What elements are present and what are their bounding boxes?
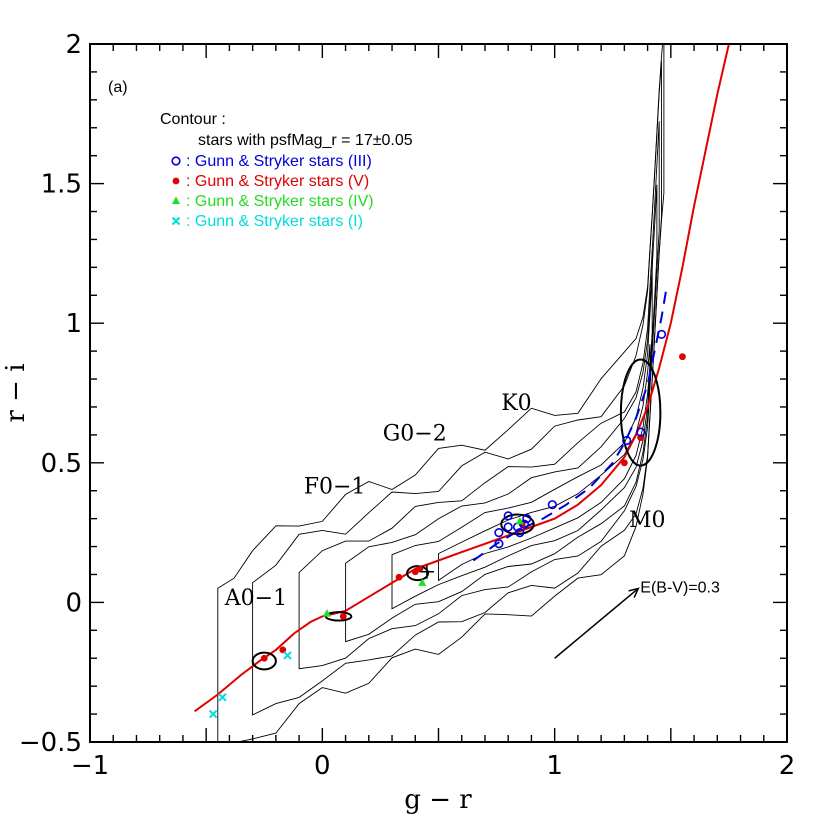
- legend-entry-label: : Gunn & Stryker stars (III): [186, 153, 372, 170]
- point-cross-3: [283, 651, 292, 660]
- point-filled-circle-3: [339, 612, 347, 620]
- point-filled-circle-1: [260, 654, 268, 662]
- point-cross-2: [218, 693, 227, 702]
- spectral-label: G0−2: [383, 421, 447, 446]
- x-tick-label: 1: [546, 751, 563, 781]
- point-cross-1: [208, 709, 218, 719]
- legend-marker-open-circle: [171, 156, 181, 166]
- error-ellipse-4: [500, 513, 535, 535]
- y-tick-label: −0.5: [19, 728, 82, 758]
- giant-locus: [472, 289, 668, 562]
- spectral-label: A0−1: [224, 586, 287, 611]
- legend-marker-filled-circle: [172, 177, 180, 185]
- point-open-circle-11: [636, 427, 646, 437]
- point-open-circle-3: [503, 522, 513, 532]
- stellar-loci: [194, 44, 730, 713]
- y-tick-label: 1.5: [41, 170, 82, 200]
- sun-plus-marker: [419, 564, 434, 579]
- legend-marker-triangle: [172, 196, 180, 204]
- error-ellipses: [251, 358, 662, 671]
- y-tick-label: 0: [65, 588, 82, 618]
- reddening-label: E(B-V)=0.3: [640, 579, 720, 596]
- x-tick-label: 2: [779, 751, 796, 781]
- axis-ticks: −1 0 1 2 −0.5 0 0.5 1 1.5 2: [19, 30, 795, 781]
- gunn-stryker-points: [208, 329, 686, 719]
- point-open-circle-12: [656, 329, 667, 339]
- legend-entry-label: : Gunn & Stryker stars (IV): [186, 193, 374, 210]
- spectral-label: M0: [629, 508, 666, 533]
- point-open-circle-1: [494, 539, 504, 549]
- error-ellipse-3: [406, 565, 430, 582]
- reddening-arrow-head: [628, 587, 640, 598]
- point-open-circle-4: [503, 511, 513, 521]
- point-open-circle-8: [522, 514, 532, 524]
- point-filled-circle-6: [416, 565, 424, 573]
- y-tick-label: 1: [65, 309, 82, 339]
- y-axis-title: r − i: [1, 363, 31, 422]
- x-axis-title: g − r: [404, 785, 472, 815]
- legend-contour-title: Contour :: [160, 111, 226, 128]
- plot-border: [89, 43, 788, 743]
- point-filled-circle-8: [620, 459, 628, 467]
- contour-level-6: [217, 44, 665, 742]
- point-open-circle-6: [515, 527, 525, 538]
- x-tick-label: −1: [71, 751, 109, 781]
- contour-level-3: [345, 184, 658, 643]
- plot-frame: [89, 43, 788, 743]
- point-open-circle-9: [547, 500, 557, 510]
- spectral-label: K0: [501, 391, 531, 416]
- y-tick-label: 0.5: [41, 449, 82, 479]
- legend: Contour : stars with psfMag_r = 17±0.05 …: [160, 111, 413, 230]
- main-sequence-locus: [194, 44, 730, 713]
- spectral-label: F0−1: [304, 475, 366, 500]
- contour-level-1: [438, 344, 651, 582]
- panel-label: (a): [108, 79, 128, 96]
- point-triangle-2: [418, 578, 427, 586]
- error-ellipse-1: [251, 651, 277, 671]
- legend-entry-label: : Gunn & Stryker stars (I): [186, 213, 363, 230]
- contour-level-2: [391, 250, 653, 610]
- y-tick-label: 2: [65, 30, 82, 60]
- annotations: (a) A0−1 F0−1 G0−2 K0 M0 E(B-V)=0.3: [108, 79, 720, 659]
- point-triangle-3: [515, 516, 524, 525]
- reddening-arrow-shaft: [554, 587, 639, 659]
- density-contours: [217, 44, 665, 742]
- legend-entry-label: : Gunn & Stryker stars (V): [186, 173, 369, 190]
- x-tick-label: 0: [314, 751, 331, 781]
- point-filled-circle-10: [679, 353, 686, 361]
- contour-level-4: [298, 121, 660, 670]
- legend-contour-desc: stars with psfMag_r = 17±0.05: [198, 132, 413, 149]
- point-open-circle-2: [494, 527, 504, 538]
- point-open-circle-10: [622, 435, 632, 446]
- legend-marker-cross: [171, 216, 181, 226]
- point-triangle-1: [322, 609, 331, 617]
- error-ellipse-5: [619, 358, 662, 467]
- point-filled-circle-4: [395, 573, 403, 581]
